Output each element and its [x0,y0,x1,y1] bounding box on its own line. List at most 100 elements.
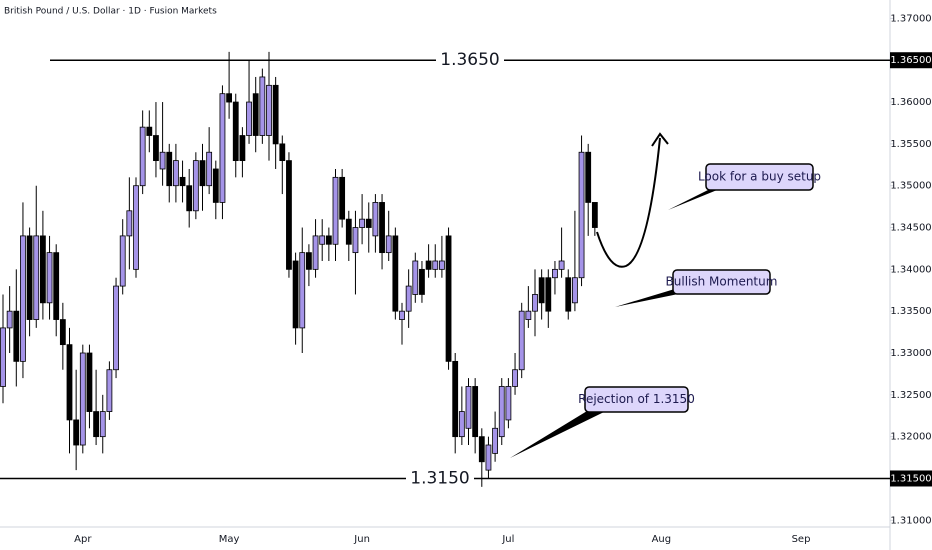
callout-tail [510,408,604,458]
candle-body [585,151,592,203]
candle-body [312,235,319,270]
candle-body [86,352,93,412]
y-tick-label: 1.34500 [890,223,931,234]
candle-body [325,235,332,245]
candle-body [392,235,399,312]
candle-body [99,411,106,438]
level-label: 1.3650 [440,50,499,70]
x-tick-label: Sep [792,534,811,545]
candle-body [465,386,472,429]
x-tick-label: Jun [353,534,370,545]
candle-body [119,235,126,287]
candle-body [226,93,233,103]
candle-body [133,185,139,270]
candles [0,51,598,487]
candle-body [405,285,412,312]
callout-tail [615,288,688,307]
candle-body [359,218,366,228]
levels: 1.3650 1.36500 1.3150 1.31500 [0,49,932,490]
y-tick-label: 1.35500 [890,139,931,150]
candle-body [172,160,179,187]
candle-body [292,260,299,329]
candle-body [59,319,66,346]
candle-body [352,227,359,254]
candle-body [305,252,312,270]
candle-body [552,268,558,279]
candle-body [372,202,379,237]
candle-body [0,327,6,387]
candle-body [79,352,86,446]
candle-body [166,151,173,187]
candle-body [385,235,392,254]
y-tick-label: 1.34000 [890,264,931,275]
candle-body [591,202,598,228]
axis-tag-label: 1.31500 [890,473,931,484]
chart-title: British Pound / U.S. Dollar · 1D · Fusio… [4,7,217,17]
candle-body [399,310,405,320]
candle-body [332,176,339,245]
candle-body [578,151,585,279]
callout: Look for a buy setup [668,163,821,210]
candle-body [20,235,26,362]
candle-body [438,260,445,270]
axis-tag-label: 1.36500 [890,55,931,66]
candle-body [139,126,146,187]
candle-body [419,268,425,295]
callout-text: Look for a buy setup [698,170,821,184]
candle-body [379,202,385,254]
candle-body [458,411,465,438]
candle-body [319,235,326,245]
candle-body [412,260,419,295]
candle-body [485,444,492,471]
candle-body [538,277,545,304]
projection-arrow [596,137,661,268]
level-label: 1.3150 [410,468,469,488]
arrow-head [651,132,669,147]
y-tick-label: 1.31000 [890,515,931,526]
candle-body [286,160,292,270]
axis-tag [890,470,932,487]
candle-body [339,176,346,220]
candle-body [153,135,159,162]
callout-tail [668,188,722,210]
callout: Bullish Momentum [615,269,778,307]
candle-body [259,76,266,136]
candle-body [239,135,246,162]
level-label-bg [436,49,504,72]
callout-box [705,163,814,191]
x-tick-label: Aug [652,534,672,545]
candle-body [246,101,252,136]
candle-body [192,160,199,212]
y-tick-label: 1.35000 [890,181,931,192]
x-tick-label: Jul [501,534,514,545]
candle-body [6,310,13,329]
candle-body [492,427,499,454]
candle-body [299,252,306,329]
candle-body [33,235,40,320]
candle-body [452,360,459,438]
y-tick-label: 1.36000 [890,97,931,108]
candle-body [432,260,439,270]
candle-body [53,252,60,320]
candle-body [26,235,33,320]
candle-body [512,369,518,387]
candle-body [159,151,166,170]
y-tick-label: 1.37000 [890,13,931,24]
candle-body [40,235,46,304]
candle-body [505,386,512,421]
level-label-bg [406,467,474,490]
callout-text: Bullish Momentum [666,275,778,289]
candle-body [445,235,452,362]
x-tick-label: May [219,534,240,545]
candle-body [199,160,206,187]
candle-body [46,252,53,304]
candle-body [279,143,286,162]
candle-body [186,185,193,212]
callout-box [672,269,771,295]
callout: Rejection of 1.3150 [510,386,695,458]
candle-body [565,277,572,312]
candle-body [365,218,372,228]
candle-body [113,285,119,371]
candle-body [219,93,226,203]
